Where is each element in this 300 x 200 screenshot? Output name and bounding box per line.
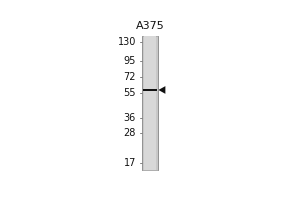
Text: 130: 130 (118, 37, 136, 47)
Text: 28: 28 (124, 128, 136, 138)
Text: 55: 55 (123, 88, 136, 98)
Text: A375: A375 (136, 21, 164, 31)
Text: 95: 95 (124, 56, 136, 66)
FancyBboxPatch shape (142, 36, 158, 170)
FancyBboxPatch shape (143, 89, 157, 91)
Polygon shape (158, 86, 165, 94)
Text: 72: 72 (123, 72, 136, 82)
Text: 17: 17 (124, 158, 136, 168)
Text: 36: 36 (124, 113, 136, 123)
FancyBboxPatch shape (144, 36, 156, 170)
